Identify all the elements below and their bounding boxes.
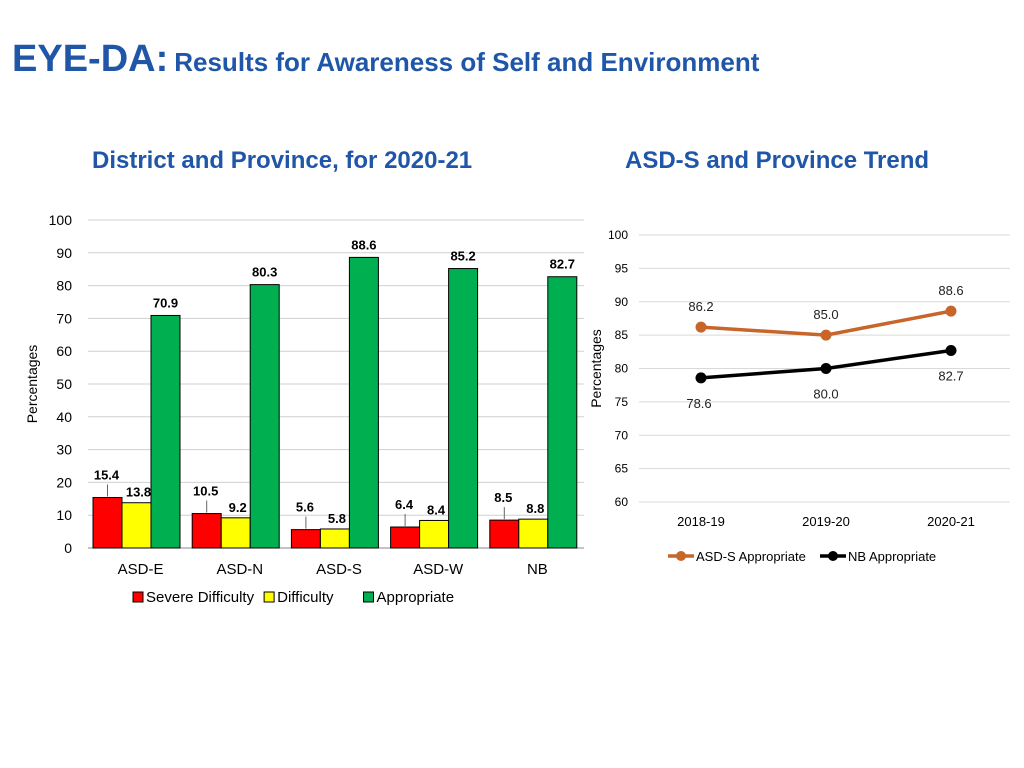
bar-y-tick-label: 60 — [56, 343, 72, 359]
page-title-sub: Results for Awareness of Self and Enviro… — [174, 47, 760, 77]
bar-appropriate — [547, 276, 578, 549]
bar-y-tick-label: 30 — [56, 442, 72, 458]
bar-x-tick-label: ASD-E — [118, 561, 164, 578]
bar-appropriate — [150, 314, 181, 549]
bar-data-label: 82.7 — [550, 257, 575, 272]
line-legend-label: ASD-S Appropriate — [696, 549, 806, 564]
bar-data-label: 15.4 — [94, 467, 120, 482]
line-legend-marker — [828, 551, 838, 561]
line-data-label: 82.7 — [938, 368, 963, 383]
line-data-label: 85.0 — [813, 307, 838, 322]
bar-data-label: 5.6 — [296, 500, 314, 515]
bar-data-label: 5.8 — [328, 511, 346, 526]
line-legend-label: NB Appropriate — [848, 549, 936, 564]
line-x-tick-label: 2019-20 — [802, 514, 850, 529]
line-x-tick-label: 2018-19 — [677, 514, 725, 529]
line-y-tick-label: 90 — [615, 295, 629, 309]
bar-legend-swatch — [132, 591, 144, 603]
line-y-tick-label: 95 — [615, 261, 629, 275]
bar-data-label: 88.6 — [351, 237, 376, 252]
bar-x-tick-label: NB — [527, 561, 548, 578]
bar-y-tick-label: 20 — [56, 474, 72, 490]
bar-legend-swatch — [363, 591, 375, 603]
line-chart-title: ASD-S and Province Trend — [625, 147, 930, 174]
bar-legend-label: Severe Difficulty — [146, 589, 255, 606]
line-y-tick-label: 100 — [608, 228, 628, 242]
bar-x-tick-label: ASD-W — [413, 561, 464, 578]
bar-severe-difficulty — [191, 513, 222, 549]
bar-y-tick-label: 100 — [49, 212, 73, 228]
page-title: EYE-DA: Results for Awareness of Self and… — [12, 38, 759, 81]
line-y-axis-label: Percentages — [588, 329, 604, 408]
line-point — [820, 363, 832, 374]
bar-appropriate — [348, 256, 379, 549]
bar-data-label: 6.4 — [395, 497, 414, 512]
bar-y-tick-label: 80 — [56, 278, 72, 294]
bar-difficulty — [419, 519, 450, 549]
bar-y-tick-label: 10 — [56, 507, 72, 523]
line-y-tick-label: 80 — [615, 362, 629, 376]
bar-y-tick-label: 50 — [56, 376, 72, 392]
bar-data-label: 8.5 — [494, 490, 512, 505]
bar-y-tick-label: 70 — [56, 310, 72, 326]
line-data-label: 80.0 — [813, 387, 838, 402]
bar-data-label: 10.5 — [193, 484, 218, 499]
bar-data-label: 9.2 — [229, 500, 247, 515]
bar-legend-swatch — [263, 591, 275, 603]
bar-x-tick-label: ASD-N — [216, 561, 263, 578]
bar-data-label: 8.4 — [427, 502, 446, 517]
bar-data-label: 8.8 — [526, 501, 544, 516]
bar-y-tick-label: 40 — [56, 409, 72, 425]
line-point — [820, 329, 832, 341]
line-legend-marker — [676, 551, 686, 561]
line-y-tick-label: 75 — [615, 395, 629, 409]
bar-severe-difficulty — [489, 519, 520, 549]
bar-legend-label: Difficulty — [277, 589, 334, 606]
bar-y-axis-label: Percentages — [24, 345, 40, 424]
line-y-tick-label: 70 — [615, 428, 629, 442]
line-point — [695, 372, 707, 384]
line-data-label: 88.6 — [938, 283, 963, 298]
bar-severe-difficulty — [92, 496, 123, 549]
line-point — [945, 305, 957, 317]
bar-y-tick-label: 90 — [56, 245, 72, 261]
bar-data-label: 85.2 — [450, 249, 475, 264]
bar-difficulty — [220, 517, 251, 549]
page-title-main: EYE-DA: — [12, 38, 169, 80]
line-y-tick-label: 85 — [615, 328, 629, 342]
bar-y-tick-label: 0 — [64, 540, 72, 556]
bar-x-tick-label: ASD-S — [316, 561, 362, 578]
bar-legend-label: Appropriate — [377, 589, 455, 606]
line-y-tick-label: 60 — [615, 495, 629, 509]
bar-appropriate — [448, 268, 479, 549]
bar-appropriate — [249, 284, 280, 549]
bar-chart-title: District and Province, for 2020-21 — [92, 147, 473, 174]
line-point — [945, 344, 957, 356]
bar-data-label: 70.9 — [153, 295, 178, 310]
bar-difficulty — [518, 518, 549, 549]
line-y-tick-label: 65 — [615, 462, 629, 476]
line-point — [695, 321, 707, 333]
bar-data-label: 13.8 — [126, 485, 151, 500]
line-data-label: 78.6 — [686, 396, 711, 411]
line-x-tick-label: 2020-21 — [927, 514, 975, 529]
bar-data-label: 80.3 — [252, 265, 277, 280]
line-data-label: 86.2 — [688, 299, 713, 314]
